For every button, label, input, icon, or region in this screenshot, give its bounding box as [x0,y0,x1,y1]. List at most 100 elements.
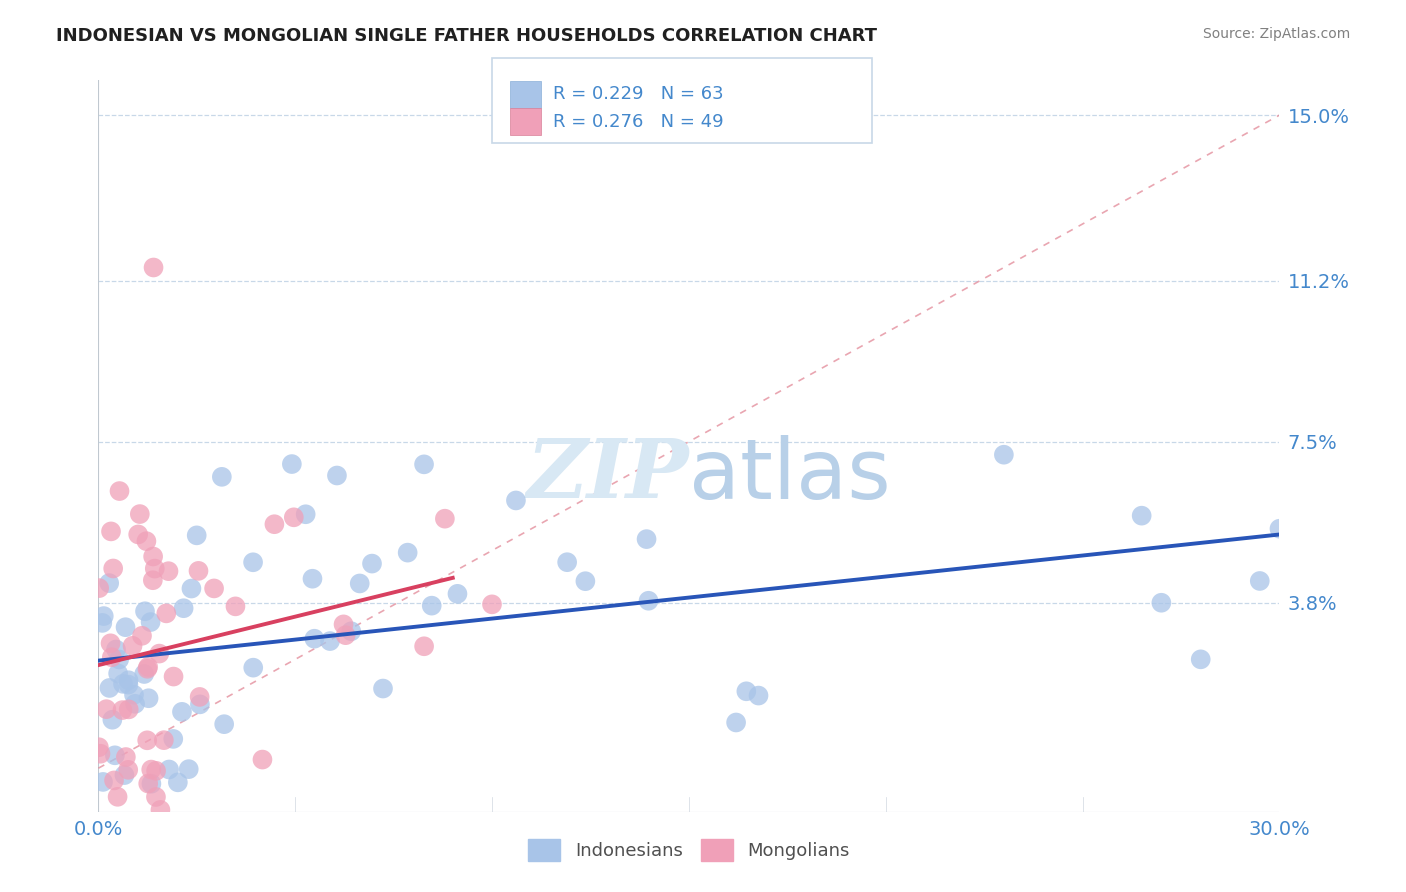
Point [98,681,121,695]
Point [281,457,304,471]
Point [574,574,596,589]
Point [1268,522,1291,536]
Point [107,666,129,681]
Point [117,763,139,777]
Point [153,733,176,747]
Point [326,468,349,483]
Point [319,634,342,648]
Point [142,573,165,587]
Point [135,534,157,549]
Point [166,775,188,789]
Point [134,667,156,681]
Point [112,768,135,782]
Point [136,733,159,747]
Point [157,763,180,777]
Point [186,528,208,542]
Point [93,609,115,624]
Point [725,715,748,730]
Legend: Indonesians, Mongolians: Indonesians, Mongolians [520,832,858,869]
Point [145,789,167,804]
Text: ZIP: ZIP [526,435,689,516]
Point [446,587,468,601]
Point [637,593,659,607]
Point [993,448,1015,462]
Point [134,604,156,618]
Point [735,684,758,698]
Point [202,582,225,596]
Point [283,510,305,524]
Point [149,803,172,817]
Point [211,470,233,484]
Point [413,640,436,654]
Point [157,564,180,578]
Point [433,511,456,525]
Point [170,705,193,719]
Point [188,690,211,704]
Point [304,632,326,646]
Point [145,764,167,778]
Point [103,561,125,575]
Point [162,731,184,746]
Point [294,508,316,522]
Point [1189,652,1212,666]
Point [481,598,503,612]
Point [188,698,211,712]
Point [636,532,658,546]
Text: R = 0.276   N = 49: R = 0.276 N = 49 [553,112,723,130]
Point [115,750,138,764]
Point [263,517,285,532]
Point [91,775,114,789]
Point [108,652,131,666]
Point [148,647,170,661]
Point [124,697,146,711]
Point [301,572,323,586]
Point [101,650,124,665]
Point [114,620,136,634]
Point [89,747,111,761]
Point [100,524,122,539]
Text: R = 0.229   N = 63: R = 0.229 N = 63 [553,86,723,103]
Point [121,639,143,653]
Point [91,615,114,630]
Point [555,555,578,569]
Point [1150,596,1173,610]
Point [242,660,264,674]
Point [177,762,200,776]
Point [212,717,235,731]
Point [505,493,527,508]
Point [96,702,118,716]
Point [1130,508,1153,523]
Point [173,601,195,615]
Point [87,740,110,755]
Point [117,678,139,692]
Point [224,599,246,614]
Point [104,748,127,763]
Point [122,688,145,702]
Point [155,607,177,621]
Point [141,763,163,777]
Point [139,615,162,629]
Point [89,581,111,595]
Point [100,636,122,650]
Point [136,660,159,674]
Point [252,753,274,767]
Text: Source: ZipAtlas.com: Source: ZipAtlas.com [1202,27,1350,41]
Point [242,555,264,569]
Point [101,713,124,727]
Point [103,773,125,788]
Point [747,689,769,703]
Point [162,669,184,683]
Point [111,677,134,691]
Point [108,484,131,499]
Point [138,691,160,706]
Point [143,561,166,575]
Point [136,662,159,676]
Point [1249,574,1271,588]
Point [128,507,150,521]
Point [349,576,371,591]
Point [136,776,159,790]
Point [332,617,354,632]
Point [98,576,121,591]
Point [340,624,363,639]
Point [142,260,165,275]
